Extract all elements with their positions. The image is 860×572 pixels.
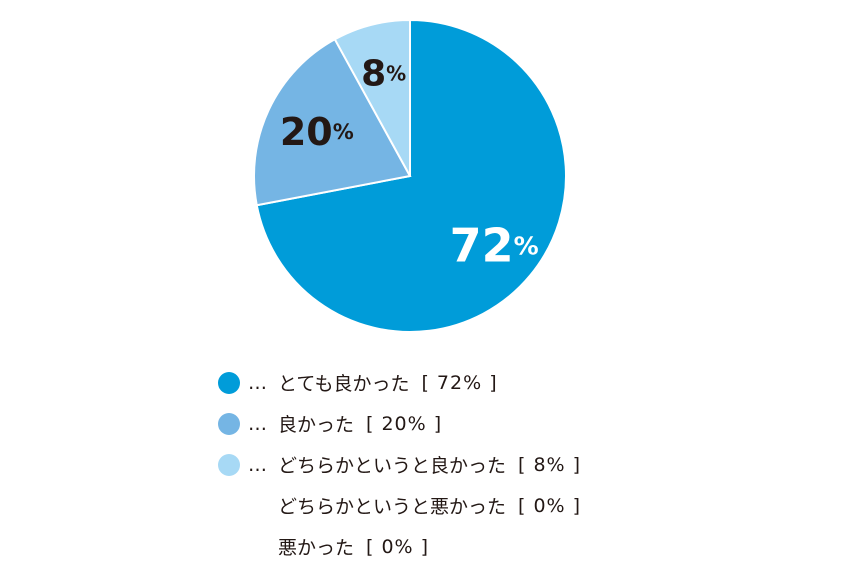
legend-swatch-somewhat-good	[218, 453, 240, 476]
legend-row-somewhat-bad: どちらかというと悪かった [ 0% ]	[218, 485, 581, 526]
legend-ellipsis: …	[248, 412, 267, 435]
data-label-very-good: 72%	[450, 219, 539, 273]
legend-label-good: 良かった	[278, 414, 355, 436]
legend-value-somewhat-good: [ 8% ]	[518, 453, 582, 476]
legend-swatch-very-good	[218, 371, 240, 394]
legend-row-good: … 良かった [ 20% ]	[218, 403, 581, 444]
legend-label-somewhat-good: どちらかというと良かった	[278, 455, 507, 477]
data-label-good: 20%	[280, 110, 354, 154]
pie-slice-very-good	[255, 18, 567, 333]
legend-value-somewhat-bad: [ 0% ]	[518, 494, 582, 517]
legend-label-bad: 悪かった	[278, 537, 355, 559]
legend-row-bad: 悪かった [ 0% ]	[218, 526, 581, 567]
legend-ellipsis: …	[248, 453, 267, 476]
legend-row-somewhat-good: … どちらかというと良かった [ 8% ]	[218, 444, 581, 485]
data-label-somewhat-good: 8%	[361, 53, 406, 94]
legend-label-somewhat-bad: どちらかというと悪かった	[278, 496, 507, 518]
legend-label-very-good: とても良かった	[278, 373, 410, 395]
legend-swatch-good	[218, 412, 240, 435]
legend-value-good: [ 20% ]	[366, 412, 443, 435]
legend-value-bad: [ 0% ]	[366, 535, 430, 558]
legend-row-very-good: … とても良かった [ 72% ]	[218, 362, 581, 403]
legend-ellipsis: …	[248, 371, 267, 394]
legend: … とても良かった [ 72% ] … 良かった [ 20% ] … どちらかと…	[218, 362, 581, 567]
pie-slice-good	[253, 37, 412, 207]
legend-value-very-good: [ 72% ]	[421, 371, 498, 394]
pie-slice-somewhat-good	[333, 18, 411, 177]
